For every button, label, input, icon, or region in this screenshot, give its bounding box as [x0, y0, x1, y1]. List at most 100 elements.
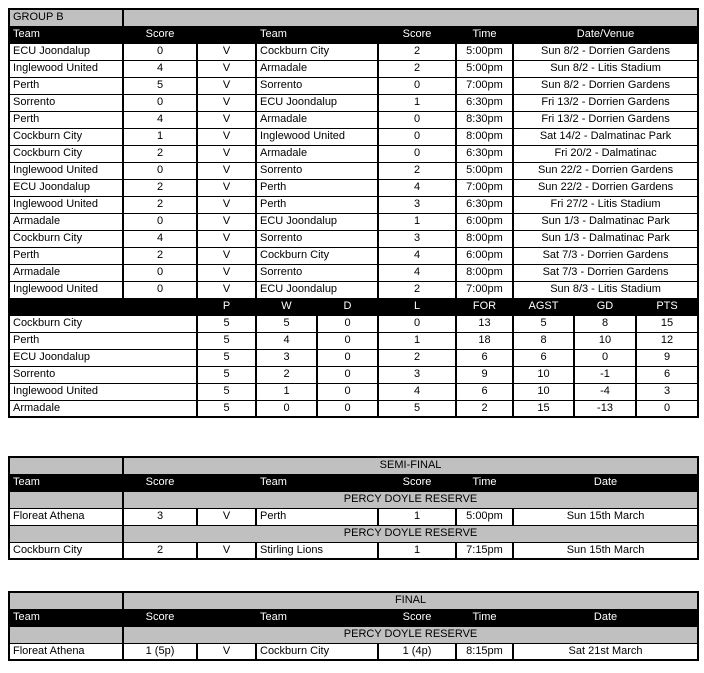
column-header-cell: W [255, 297, 318, 316]
home-team-cell: ECU Joondalup [8, 42, 124, 61]
points-cell: 9 [634, 348, 700, 367]
time-cell: 5:00pm [455, 161, 514, 180]
time-cell: 6:30pm [455, 195, 514, 214]
losses-cell: 5 [377, 399, 457, 418]
column-header-cell: AGST [512, 297, 575, 316]
home-score-cell: 2 [122, 541, 198, 560]
fixture-row: Armadale 0 V ECU Joondalup 1 6:00pm Sun 1/3 - … [8, 212, 700, 231]
column-header-cell: Score [377, 608, 457, 627]
home-team-cell: Armadale [8, 212, 124, 231]
venue-cell: PERCY DOYLE RESERVE [121, 625, 700, 644]
versus-cell: V [196, 42, 257, 61]
goals-against-cell: 6 [512, 348, 575, 367]
home-score-cell: 1 (5p) [122, 642, 198, 661]
played-cell: 5 [196, 331, 257, 350]
away-team-cell: Cockburn City [255, 246, 379, 265]
home-score-cell: 0 [122, 93, 198, 112]
away-team-cell: Stirling Lions [255, 541, 379, 560]
team-cell: Cockburn City [8, 314, 198, 333]
home-team-cell: ECU Joondalup [8, 178, 124, 197]
away-team-cell: ECU Joondalup [255, 93, 379, 112]
away-score-cell: 2 [377, 161, 457, 180]
date-cell: Sat 7/3 - Dorrien Gardens [511, 263, 700, 282]
section-title-row: FINAL [8, 591, 700, 610]
match-row: Floreat Athena 3 V Perth 1 5:00pm Sun 15th Mar… [8, 507, 700, 526]
losses-cell: 4 [377, 382, 457, 401]
away-score-cell: 1 [377, 93, 457, 112]
away-team-cell: Cockburn City [255, 42, 379, 61]
home-score-cell: 4 [122, 229, 198, 248]
team-cell: Armadale [8, 399, 198, 418]
time-cell: 6:00pm [455, 212, 514, 231]
losses-cell: 3 [377, 365, 457, 384]
column-header-cell: Score [122, 25, 198, 44]
points-cell: 15 [634, 314, 700, 333]
home-team-cell: Perth [8, 76, 124, 95]
played-cell: 5 [196, 314, 257, 333]
draws-cell: 0 [316, 365, 379, 384]
goals-for-cell: 18 [455, 331, 514, 350]
date-cell: Fri 13/2 - Dorrien Gardens [511, 93, 700, 112]
away-team-cell: ECU Joondalup [255, 280, 379, 299]
date-cell: Sun 8/2 - Litis Stadium [511, 59, 700, 78]
versus-cell: V [196, 110, 257, 129]
home-score-cell: 0 [122, 212, 198, 231]
away-score-cell: 4 [377, 246, 457, 265]
column-header-cell [196, 473, 257, 492]
away-team-cell: Sorrento [255, 161, 379, 180]
date-cell: Fri 27/2 - Litis Stadium [511, 195, 700, 214]
wins-cell: 0 [255, 399, 318, 418]
standings-row: ECU Joondalup 5 3 0 2 6 6 0 9 [8, 348, 700, 367]
date-cell: Sat 14/2 - Dalmatinac Park [511, 127, 700, 146]
losses-cell: 2 [377, 348, 457, 367]
column-header-cell: Date [511, 473, 700, 492]
venue-band-row: PERCY DOYLE RESERVE [8, 524, 700, 543]
column-header-cell: Time [455, 473, 514, 492]
goal-diff-cell: -1 [573, 365, 637, 384]
column-header-cell: GD [573, 297, 637, 316]
section-title-row: SEMI-FINAL [8, 456, 700, 475]
played-cell: 5 [196, 348, 257, 367]
home-team-cell: Cockburn City [8, 127, 124, 146]
versus-cell: V [196, 507, 257, 526]
home-score-cell: 0 [122, 263, 198, 282]
away-score-cell: 4 [377, 263, 457, 282]
away-score-cell: 3 [377, 195, 457, 214]
goal-diff-cell: 8 [573, 314, 637, 333]
home-team-cell: Inglewood United [8, 161, 124, 180]
away-score-cell: 2 [377, 42, 457, 61]
points-cell: 12 [634, 331, 700, 350]
column-header-cell: L [377, 297, 457, 316]
versus-cell: V [196, 144, 257, 163]
team-cell: Sorrento [8, 365, 198, 384]
date-cell: Sun 22/2 - Dorrien Gardens [511, 178, 700, 197]
away-score-cell: 2 [377, 280, 457, 299]
home-score-cell: 4 [122, 59, 198, 78]
time-cell: 6:30pm [455, 144, 514, 163]
standings-row: Inglewood United 5 1 0 4 6 10 -4 3 [8, 382, 700, 401]
time-cell: 7:00pm [455, 76, 514, 95]
venue-cell: PERCY DOYLE RESERVE [121, 490, 700, 509]
goals-against-cell: 8 [512, 331, 575, 350]
home-team-cell: Inglewood United [8, 280, 124, 299]
date-cell: Sat 21st March [511, 642, 700, 661]
time-cell: 5:00pm [455, 59, 514, 78]
home-score-cell: 1 [122, 127, 198, 146]
versus-cell: V [196, 127, 257, 146]
date-cell: Fri 13/2 - Dorrien Gardens [511, 110, 700, 129]
wins-cell: 2 [255, 365, 318, 384]
group-title-cell: GROUP B [8, 8, 124, 27]
column-header-cell: Date/Venue [511, 25, 700, 44]
date-cell: Sun 15th March [511, 507, 700, 526]
column-header-cell: Team [255, 25, 379, 44]
versus-cell: V [196, 93, 257, 112]
time-cell: 6:00pm [455, 246, 514, 265]
column-header-cell: Team [8, 25, 124, 44]
semi-final-table: SEMI-FINAL Team Score Team Score Time Date PERC… [8, 456, 700, 560]
home-score-cell: 2 [122, 144, 198, 163]
home-score-cell: 2 [122, 246, 198, 265]
date-cell: Sun 1/3 - Dalmatinac Park [511, 229, 700, 248]
goals-for-cell: 9 [455, 365, 514, 384]
goal-diff-cell: -13 [573, 399, 637, 418]
time-cell: 6:30pm [455, 93, 514, 112]
